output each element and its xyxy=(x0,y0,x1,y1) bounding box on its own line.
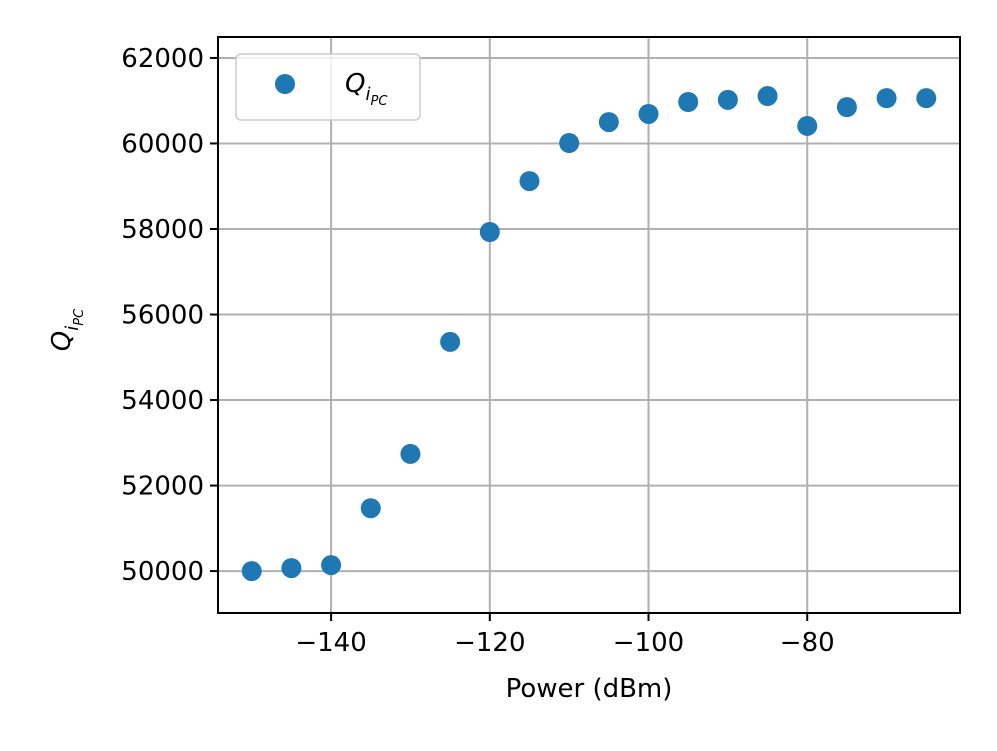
ticks: −140 −120 −100 −80 50000 52000 54000 56000 58000… xyxy=(121,44,834,658)
legend-label-sub: i xyxy=(365,84,370,105)
legend-label: QiPC xyxy=(345,69,388,109)
marks xyxy=(241,86,937,582)
legend-label-main: Q xyxy=(345,69,365,99)
y-tick-label: 60000 xyxy=(121,129,204,159)
y-tick-label: 58000 xyxy=(121,215,204,245)
y-tick-label: 50000 xyxy=(121,557,204,587)
x-tick-label: −140 xyxy=(295,628,366,658)
point xyxy=(400,443,421,464)
y-label-main: Q xyxy=(47,331,77,351)
point xyxy=(519,171,540,192)
point xyxy=(559,133,580,154)
x-tick-label: −80 xyxy=(780,628,835,658)
x-tick-label: −120 xyxy=(454,628,525,658)
y-tick-label: 62000 xyxy=(121,44,204,74)
plot-frame xyxy=(217,36,961,614)
y-tick-label: 56000 xyxy=(121,301,204,331)
point xyxy=(678,91,699,112)
point xyxy=(241,561,262,582)
point xyxy=(598,112,619,133)
point xyxy=(717,89,738,110)
x-axis-label: Power (dBm) xyxy=(506,674,673,704)
legend-label-subsub: PC xyxy=(370,94,388,109)
point xyxy=(638,103,659,124)
y-tick-label: 54000 xyxy=(121,386,204,416)
point xyxy=(757,86,778,107)
legend: QiPC xyxy=(235,53,421,121)
y-axis-label: QiPC xyxy=(47,308,87,351)
point xyxy=(321,555,342,576)
grid xyxy=(218,37,960,613)
point xyxy=(797,115,818,136)
y-tick-label: 52000 xyxy=(121,472,204,502)
legend-box xyxy=(235,53,421,121)
point xyxy=(479,221,500,242)
y-label-subsub: PC xyxy=(72,308,87,326)
x-tick-label: −100 xyxy=(613,628,684,658)
point xyxy=(916,88,937,109)
point xyxy=(440,331,461,352)
legend-marker xyxy=(275,74,295,94)
point xyxy=(836,97,857,118)
point xyxy=(360,498,381,519)
point xyxy=(281,558,302,579)
y-label-sub: i xyxy=(62,326,83,331)
point xyxy=(876,88,897,109)
